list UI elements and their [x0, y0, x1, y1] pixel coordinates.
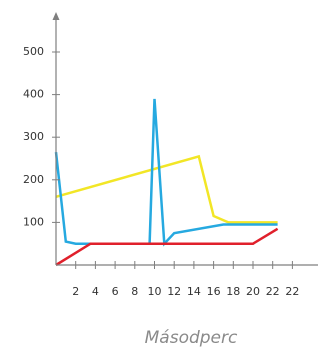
series-line-1 — [55, 154, 278, 224]
x-axis-title: Másodperc — [145, 328, 238, 348]
tick-labels: 100 200 300 400 500 2 4 6 8 10 12 14 16 18 20 22 22 — [23, 45, 299, 298]
series-line-3 — [55, 227, 279, 267]
x-tick-label: 16 — [207, 285, 221, 298]
x-tick-label: 12 — [167, 285, 181, 298]
y-tick-label: 100 — [23, 215, 44, 228]
y-tick-label: 400 — [23, 88, 44, 101]
x-tick-label: 14 — [187, 285, 201, 298]
x-tick-label: 4 — [92, 285, 99, 298]
x-tick-label: 20 — [246, 285, 260, 298]
x-tick-label: 8 — [131, 285, 138, 298]
y-tick-label: 300 — [23, 130, 44, 143]
x-tick-label: 22 — [266, 285, 280, 298]
series-line-2 — [54, 98, 278, 247]
plot-series — [54, 98, 279, 267]
y-axis-arrow — [52, 12, 60, 20]
axes — [52, 12, 318, 269]
x-tick-label: 6 — [112, 285, 119, 298]
x-tick-label: 10 — [148, 285, 162, 298]
x-tick-label: 18 — [226, 285, 240, 298]
y-tick-label: 200 — [23, 173, 44, 186]
x-tick-label: 2 — [72, 285, 79, 298]
x-tick-label: 22 — [285, 285, 299, 298]
y-tick-label: 500 — [23, 45, 44, 58]
